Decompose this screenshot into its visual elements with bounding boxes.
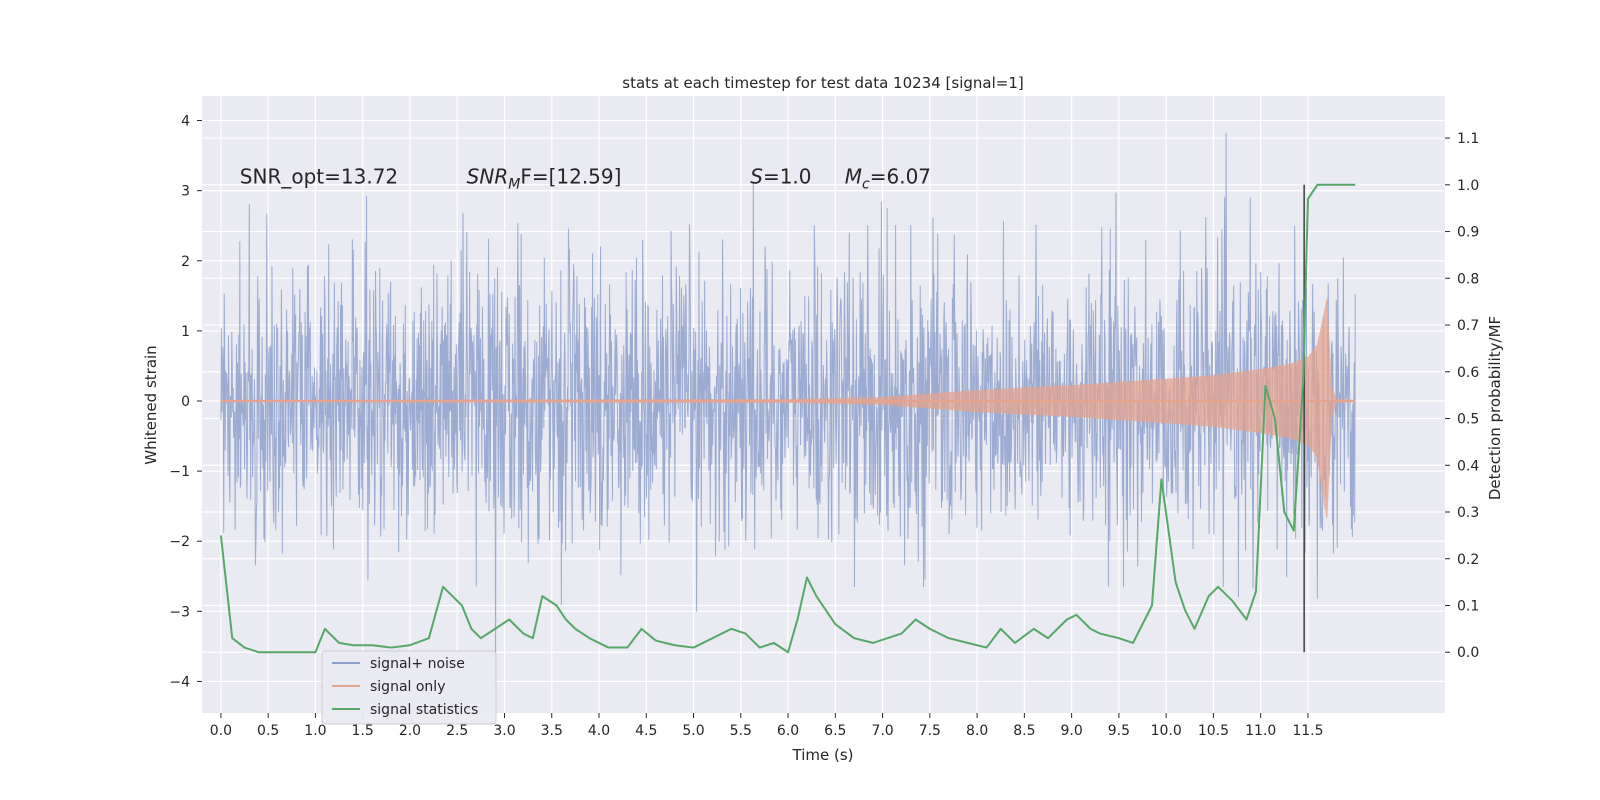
x-tick-label-8: 4.0 (588, 723, 610, 739)
series-signal-statistics (219, 183, 1356, 654)
x-tick-label-3: 1.5 (352, 723, 374, 739)
x-axis-label: Time (s) (792, 746, 854, 764)
y-tick-label-5: 1 (181, 324, 190, 340)
y2-tick-label-8: 0.8 (1457, 271, 1479, 287)
y-axis-ticks: −4 −3 −2 −1 0 1 2 3 4 (169, 114, 202, 690)
y2-tick-label-3: 0.3 (1457, 505, 1479, 521)
x-tick-label-18: 9.0 (1060, 723, 1082, 739)
x-tick-label-1: 0.5 (257, 723, 279, 739)
x-tick-label-9: 4.5 (635, 723, 657, 739)
x-tick-label-6: 3.0 (493, 723, 515, 739)
x-tick-label-16: 8.0 (966, 723, 988, 739)
y2-tick-label-10: 1.0 (1457, 178, 1479, 194)
x-tick-label-13: 6.5 (824, 723, 846, 739)
x-tick-label-21: 10.5 (1198, 723, 1229, 739)
x-tick-label-5: 2.5 (446, 723, 468, 739)
x-tick-label-20: 10.0 (1151, 723, 1182, 739)
y-tick-label-6: 2 (181, 254, 190, 270)
x-tick-label-12: 6.0 (777, 723, 799, 739)
legend: signal+ noise signal only signal statist… (321, 650, 497, 725)
y2-tick-label-7: 0.7 (1457, 318, 1479, 334)
x-tick-label-17: 8.5 (1013, 723, 1035, 739)
x-tick-label-14: 7.0 (871, 723, 893, 739)
annotations: SNR_opt=13.72 SNRMF=[12.59] S=1.0 Mc=6.07 (240, 165, 931, 193)
x-axis-ticks: 0.0 0.5 1.0 1.5 2.0 2.5 3.0 3.5 4.0 4.5 5.0 5.5 6.0 6… (210, 713, 1324, 739)
y2-tick-label-4: 0.4 (1457, 458, 1479, 474)
y-tick-label-7: 3 (181, 184, 190, 200)
annotation-3: Mc=6.07 (845, 165, 931, 193)
x-tick-label-11: 5.5 (730, 723, 752, 739)
y-tick-label-0: −4 (169, 674, 190, 690)
x-tick-label-4: 2.0 (399, 723, 421, 739)
x-tick-label-23: 11.5 (1292, 723, 1323, 739)
y-tick-label-4: 0 (181, 394, 190, 410)
x-tick-label-19: 9.5 (1108, 723, 1130, 739)
annotation-2: S=1.0 (750, 165, 811, 189)
x-tick-label-2: 1.0 (304, 723, 326, 739)
x-tick-label-0: 0.0 (210, 723, 232, 739)
annotation-1: SNRMF=[12.59] (467, 165, 622, 193)
legend-box (321, 650, 497, 725)
legend-label-signal-only: signal only (370, 679, 445, 695)
y2-tick-label-0: 0.0 (1457, 645, 1479, 661)
chart-title: stats at each timestep for test data 102… (622, 74, 1023, 92)
y-tick-label-8: 4 (181, 114, 190, 130)
y-tick-label-3: −1 (169, 464, 190, 480)
x-tick-label-7: 3.5 (541, 723, 563, 739)
y-axis-label: Whitened strain (142, 345, 160, 464)
legend-label-signal-statistics: signal statistics (370, 702, 478, 718)
y2-tick-label-11: 1.1 (1457, 131, 1479, 147)
annotation-0: SNR_opt=13.72 (240, 165, 398, 189)
x-tick-label-15: 7.5 (919, 723, 941, 739)
y-tick-label-2: −2 (169, 534, 190, 550)
y2-tick-label-9: 0.9 (1457, 225, 1479, 241)
y2-axis-label: Detection probability/MF (1486, 316, 1504, 500)
series-signal-only (220, 299, 1356, 518)
y2-tick-label-1: 0.1 (1457, 598, 1479, 614)
x-tick-label-22: 11.0 (1245, 723, 1276, 739)
y-tick-label-1: −3 (169, 604, 190, 620)
signal-statistics-line (219, 183, 1356, 654)
y2-tick-label-6: 0.6 (1457, 365, 1479, 381)
y2-tick-label-2: 0.2 (1457, 552, 1479, 568)
y2-axis-ticks: 0.0 0.1 0.2 0.3 0.4 0.5 0.6 0.7 0.8 0.9 1.0 1.1 (1445, 131, 1479, 661)
y2-tick-label-5: 0.5 (1457, 412, 1479, 428)
legend-label-signal-noise: signal+ noise (370, 656, 465, 672)
x-tick-label-10: 5.0 (682, 723, 704, 739)
